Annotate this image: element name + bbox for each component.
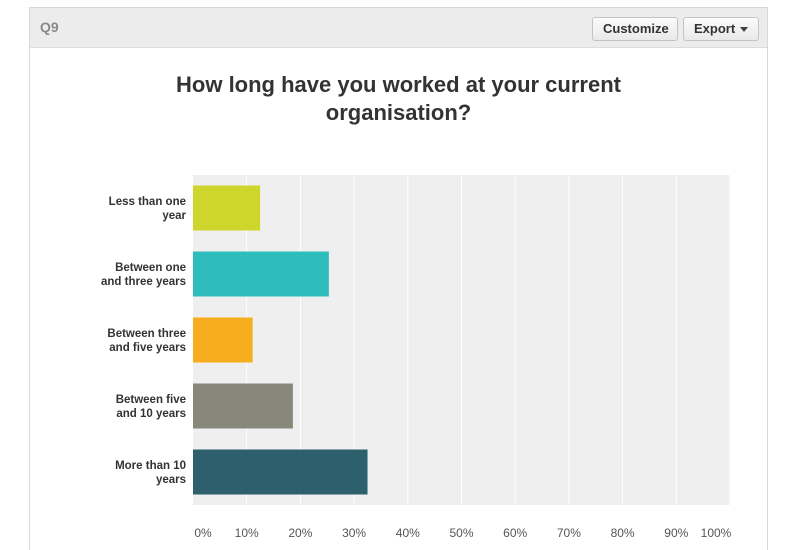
x-tick-label: 80%	[611, 526, 635, 540]
chart-title-line-1: How long have you worked at your current	[176, 72, 621, 97]
x-tick-label: 90%	[664, 526, 688, 540]
x-tick-label: 70%	[557, 526, 581, 540]
export-button[interactable]: Export	[683, 17, 759, 41]
x-tick-label: 30%	[342, 526, 366, 540]
bar[interactable]	[193, 449, 368, 495]
customize-button[interactable]: Customize	[592, 17, 678, 41]
x-tick-label: 0%	[194, 526, 212, 540]
category-label: More than 10 years	[115, 460, 186, 486]
chart-title: How long have you worked at your current…	[30, 71, 767, 127]
question-number: Q9	[40, 19, 59, 35]
x-tick-label: 50%	[449, 526, 473, 540]
export-label: Export	[694, 21, 736, 36]
x-tick-label: 100%	[701, 526, 732, 540]
bar[interactable]	[193, 251, 329, 297]
x-tick-label: 40%	[396, 526, 420, 540]
chart-title-line-2: organisation?	[325, 100, 472, 125]
bar[interactable]	[193, 383, 293, 429]
panel-header: Q9 Customize Export	[30, 8, 767, 48]
bar[interactable]	[193, 317, 253, 363]
chevron-down-icon	[740, 27, 748, 32]
category-label: Less than one year	[109, 196, 187, 222]
bar[interactable]	[193, 185, 261, 231]
category-label: Between five and 10 years	[116, 394, 186, 420]
category-label: Between three and five years	[107, 328, 186, 354]
x-tick-label: 20%	[288, 526, 312, 540]
x-tick-label: 10%	[235, 526, 259, 540]
category-label: Between one and three years	[101, 262, 186, 288]
x-tick-label: 60%	[503, 526, 527, 540]
